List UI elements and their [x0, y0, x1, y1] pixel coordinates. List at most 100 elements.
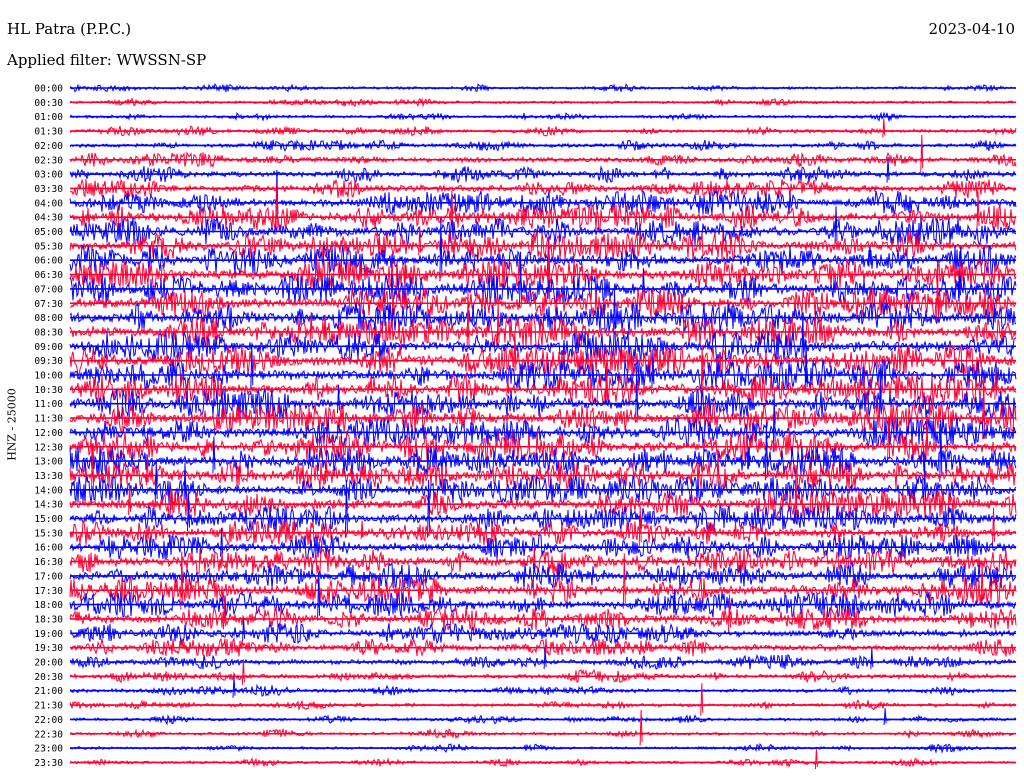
trace-spike	[747, 446, 751, 469]
trace-spike	[959, 247, 963, 267]
trace-spike	[241, 659, 245, 685]
trace-waveform	[69, 373, 1017, 406]
trace-spike	[882, 118, 886, 138]
trace-waveform	[69, 316, 1017, 348]
trace-spike	[716, 453, 720, 487]
trace-spike	[787, 435, 791, 453]
trace-spike	[638, 505, 642, 547]
trace-spike	[883, 708, 887, 726]
filter-label: Applied filter: WWSSN-SP	[7, 51, 207, 69]
trace-spike	[651, 348, 655, 389]
trace-spike	[734, 521, 737, 539]
time-label: 00:30	[34, 98, 63, 109]
time-label: 15:00	[34, 514, 63, 525]
trace-spike	[275, 182, 279, 235]
trace-spike	[613, 289, 616, 332]
trace-waveform	[69, 622, 1017, 645]
trace-spike	[700, 683, 704, 716]
time-label: 17:30	[34, 586, 63, 597]
trace-waveform	[69, 401, 1017, 434]
trace-spike	[169, 487, 173, 513]
trace-spike	[982, 375, 986, 440]
trace-spike	[936, 261, 939, 325]
time-label: 09:00	[34, 342, 63, 353]
trace-spike	[639, 709, 643, 746]
trace-waveform	[69, 139, 1017, 152]
trace-spike	[183, 462, 187, 504]
time-label: 14:30	[34, 500, 63, 511]
trace-spike	[519, 251, 522, 308]
trace-spike	[337, 384, 340, 414]
time-label: 08:00	[34, 313, 63, 324]
trace-spike	[958, 270, 961, 299]
time-label: 21:30	[34, 701, 63, 712]
time-label: 03:00	[34, 170, 63, 181]
trace-waveform	[69, 607, 1017, 632]
trace-waveform	[69, 520, 1017, 547]
time-label: 13:00	[34, 457, 63, 468]
time-label-group: 00:00 00:30 01:00 01:30 02:00 02:30 03:00 03:30…	[34, 84, 63, 769]
time-label: 05:30	[34, 241, 63, 252]
trace-spike	[980, 562, 984, 604]
trace-spike	[308, 445, 311, 469]
time-label: 12:00	[34, 428, 63, 439]
trace-waveform	[69, 653, 1017, 671]
time-label: 21:00	[34, 686, 63, 697]
trace-waveform	[69, 273, 1017, 304]
time-label: 04:00	[34, 198, 63, 209]
trace-spike	[992, 507, 995, 546]
trace-spike	[466, 291, 470, 353]
time-label: 17:00	[34, 571, 63, 582]
time-label: 10:00	[34, 371, 63, 382]
time-label: 03:30	[34, 184, 63, 195]
trace-spike	[814, 749, 818, 770]
trace-waveform	[69, 714, 1017, 726]
trace-waveform	[69, 757, 1017, 768]
trace-waveform	[69, 388, 1017, 420]
time-label: 07:30	[34, 299, 63, 310]
trace-spike	[923, 459, 927, 506]
trace-spike	[764, 422, 768, 481]
time-label: 16:00	[34, 543, 63, 554]
trace-waveform	[69, 178, 1017, 199]
time-label: 10:30	[34, 385, 63, 396]
trace-waveform	[69, 668, 1017, 684]
trace-spike	[506, 375, 510, 397]
trace-spike	[513, 332, 517, 375]
trace-spike	[992, 303, 996, 325]
time-label: 20:30	[34, 672, 63, 683]
trace-waveform	[69, 417, 1017, 449]
trace-spike	[794, 464, 798, 524]
trace-spike	[994, 369, 998, 400]
trace-spike	[622, 553, 626, 609]
time-label: 05:00	[34, 227, 63, 238]
trace-spike	[976, 191, 980, 230]
trace-spike	[801, 313, 805, 363]
trace-spike	[427, 479, 431, 538]
trace-spike	[772, 394, 776, 452]
station-title: HL Patra (P.P.C.)	[7, 20, 132, 38]
trace-waveform	[69, 460, 1017, 491]
trace-waveform	[69, 475, 1017, 505]
trace-waveform	[69, 561, 1017, 590]
trace-spike	[804, 340, 808, 393]
time-label: 11:00	[34, 399, 63, 410]
trace-spike	[128, 482, 132, 516]
time-label: 16:30	[34, 557, 63, 568]
trace-spike	[920, 134, 924, 173]
trace-spike	[886, 157, 890, 183]
trace-waveform	[69, 344, 1017, 377]
trace-spike	[878, 373, 882, 419]
trace-waveform	[69, 637, 1017, 657]
trace-spike	[187, 492, 190, 532]
trace-waveform	[69, 83, 1017, 93]
time-label: 11:30	[34, 414, 63, 425]
time-label: 23:00	[34, 744, 63, 755]
trace-waveform	[69, 575, 1017, 605]
time-label: 14:00	[34, 485, 63, 496]
trace-waveform	[69, 288, 1017, 320]
trace-group	[69, 83, 1017, 770]
trace-waveform	[69, 591, 1017, 620]
trace-waveform	[69, 534, 1017, 560]
